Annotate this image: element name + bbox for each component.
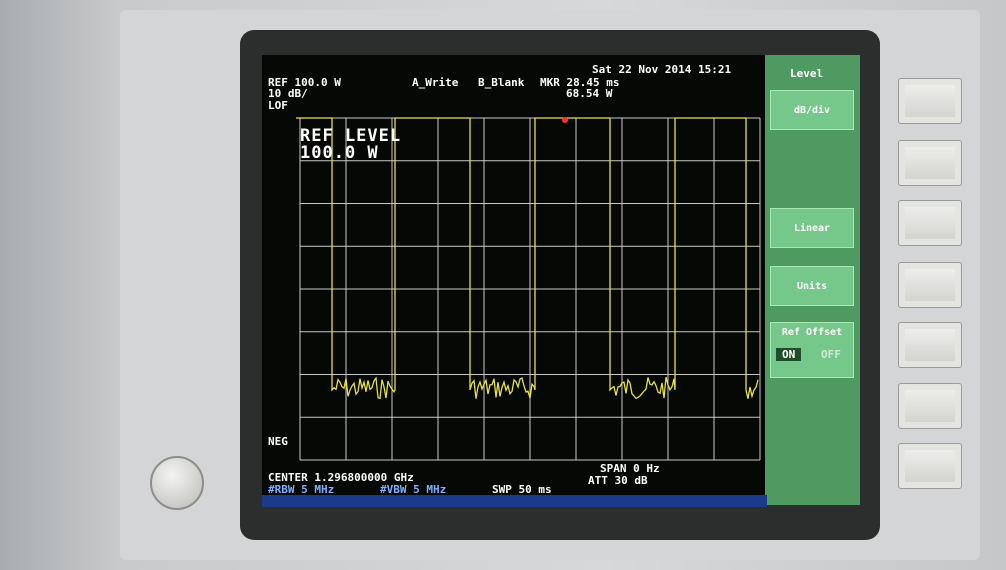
hardware-button[interactable] — [898, 140, 962, 186]
span: SPAN 0 Hz — [600, 463, 660, 474]
softkey[interactable]: Units — [770, 266, 854, 306]
scale: 10 dB/ — [268, 88, 308, 99]
attenuation: ATT 30 dB — [588, 475, 648, 486]
rbw: #RBW 5 MHz — [268, 484, 334, 495]
vbw: #VBW 5 MHz — [380, 484, 446, 495]
instrument: REF 100.0 W 10 dB/ LOF A_Write B_Blank M… — [0, 0, 1006, 570]
toggle-off[interactable]: OFF — [815, 348, 847, 361]
trace-a: A_Write — [412, 77, 458, 88]
hardware-button[interactable] — [898, 200, 962, 246]
marker — [562, 117, 568, 123]
toggle-on[interactable]: ON — [776, 348, 801, 361]
softkey[interactable]: dB/div — [770, 90, 854, 130]
detector: LOF — [268, 100, 288, 111]
softkey-label: Ref Offset — [782, 327, 842, 338]
sweep: SWP 50 ms — [492, 484, 552, 495]
trace-b: B_Blank — [478, 77, 524, 88]
hardware-button[interactable] — [898, 262, 962, 308]
hardware-button[interactable] — [898, 78, 962, 124]
overlay-value: 100.0 W — [300, 145, 379, 162]
knob[interactable] — [150, 456, 204, 510]
hardware-button[interactable] — [898, 443, 962, 489]
menu-title: Level — [790, 68, 823, 79]
hardware-button[interactable] — [898, 383, 962, 429]
softkey[interactable]: Linear — [770, 208, 854, 248]
neg-label: NEG — [268, 436, 288, 447]
datetime: Sat 22 Nov 2014 15:21 — [592, 64, 731, 75]
hardware-button[interactable] — [898, 322, 962, 368]
marker-level: 68.54 W — [566, 88, 612, 99]
center-freq: CENTER 1.296800000 GHz — [268, 472, 414, 483]
